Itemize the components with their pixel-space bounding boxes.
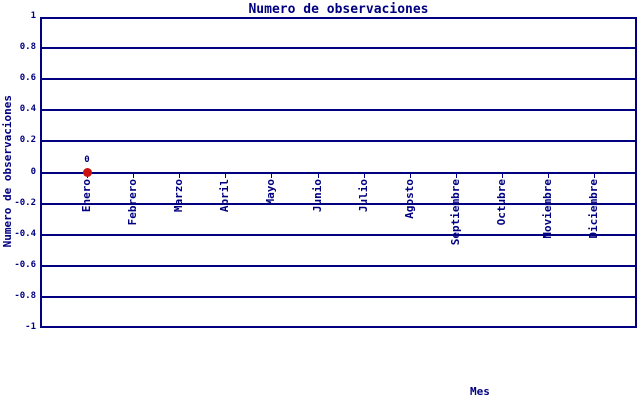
gridline [42, 202, 635, 205]
gridline [42, 140, 635, 143]
x-category-label: Octubre [494, 178, 508, 225]
x-category-label: Mayo [264, 178, 278, 206]
x-axis-title: Mes [470, 385, 490, 398]
x-tick [317, 173, 319, 178]
x-category-label: Marzo [172, 178, 186, 212]
y-tick-label: -0.6 [14, 259, 36, 270]
x-tick [179, 173, 181, 178]
point-value-label: 0 [84, 154, 90, 165]
gridline [42, 78, 635, 81]
x-category-label: Diciembre [587, 178, 601, 239]
chart-title: Numero de observaciones [248, 2, 429, 17]
x-tick [594, 173, 596, 178]
x-tick [225, 173, 227, 178]
x-tick [363, 173, 365, 178]
y-tick-label: -0.8 [14, 290, 36, 301]
x-category-label: Febrero [126, 178, 140, 225]
gridline [42, 264, 635, 267]
x-tick [409, 173, 411, 178]
y-tick-label: -1 [25, 322, 36, 332]
gridline [42, 47, 635, 50]
gridline [42, 295, 635, 298]
y-tick-label: 0.8 [19, 42, 36, 53]
x-category-label: Julio [356, 178, 370, 212]
gridline [42, 171, 635, 174]
y-tick-label: 1 [30, 11, 36, 21]
gridline [42, 233, 635, 236]
x-category-label: Noviembre [541, 178, 554, 239]
y-tick-label: 0.6 [19, 73, 36, 84]
x-tick [133, 173, 135, 178]
y-tick-label: 0.4 [19, 104, 36, 115]
gridline [42, 109, 635, 112]
data-point [82, 168, 92, 177]
y-tick-label: 0.2 [19, 135, 36, 146]
x-tick [271, 173, 273, 178]
y-tick-label: 0 [30, 166, 36, 177]
x-category-label: Junio [310, 178, 324, 212]
x-category-label: Septiembre [448, 178, 462, 245]
x-category-label: Enero [80, 178, 93, 212]
x-category-label: Agosto [402, 178, 416, 219]
x-tick [548, 173, 549, 178]
y-tick-label: -0.2 [14, 197, 36, 208]
x-tick [455, 173, 457, 178]
y-tick-label: -0.4 [14, 228, 36, 239]
x-category-label: Abril [218, 178, 232, 212]
x-tick [501, 173, 503, 178]
